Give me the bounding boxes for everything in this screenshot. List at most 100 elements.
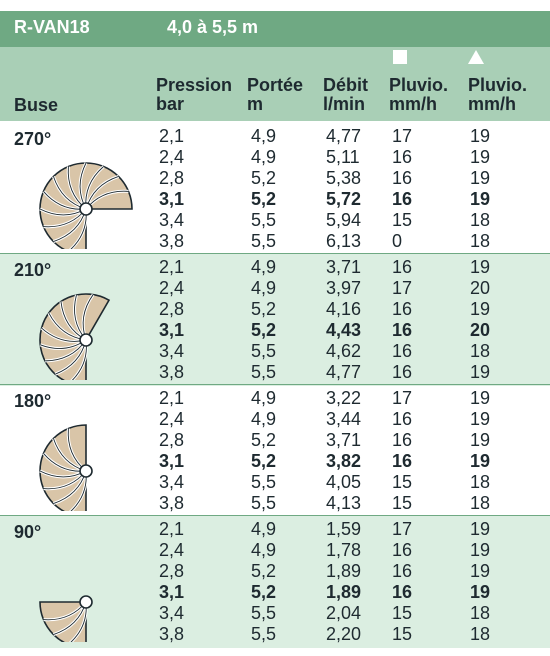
- portee-cell: 5,2: [251, 451, 277, 471]
- pluvio-square-cell: 15: [392, 624, 413, 644]
- header-pression: Pression bar: [156, 76, 232, 114]
- header-pression-label: Pression: [156, 75, 233, 95]
- table-row: 2,8 5,2 4,16 16 19: [0, 299, 550, 320]
- portee-cell: 4,9: [251, 409, 277, 429]
- pluvio-square-cell: 15: [392, 493, 413, 513]
- pluvio-square-cell: 16: [392, 341, 413, 361]
- nozzle-180-icon: [39, 424, 93, 511]
- table-row: 3,4 5,5 5,94 15 18: [0, 210, 550, 231]
- pluvio-square-cell: 16: [392, 299, 413, 319]
- radius-range: 4,0 à 5,5 m: [167, 17, 259, 37]
- table-row: 3,4 5,5 4,05 15 18: [0, 472, 550, 493]
- pluvio-triangle-cell: 18: [470, 603, 491, 623]
- debit-cell: 1,59: [326, 519, 362, 539]
- table-row: 2,1 4,9 3,22 17 19: [0, 388, 550, 409]
- debit-cell: 1,89: [326, 582, 362, 602]
- pluvio-triangle-cell: 18: [470, 624, 491, 644]
- pression-cell: 3,8: [159, 362, 185, 382]
- nozzle-210-icon: [39, 293, 111, 380]
- pluvio-square-cell: 16: [392, 409, 413, 429]
- portee-cell: 4,9: [251, 388, 277, 408]
- pluvio-triangle-cell: 19: [470, 430, 491, 450]
- pluvio-triangle-cell: 19: [470, 540, 491, 560]
- pluvio-square-cell: 16: [392, 362, 413, 382]
- pression-cell: 2,8: [159, 299, 185, 319]
- pression-cell: 3,1: [159, 451, 185, 471]
- section-divider: [0, 384, 550, 385]
- section-210: 210° 2,1 4,9 3,71 16 19 2,4 4,9 3,97 17 20 2,8 5,2 4…: [0, 254, 550, 386]
- table-row: 2,4 4,9 3,44 16 19: [0, 409, 550, 430]
- table-row: 3,8 5,5 6,13 0 18: [0, 231, 550, 252]
- table-row: 3,4 5,5 4,62 16 18: [0, 341, 550, 362]
- header-debit: Débit l/min: [323, 76, 368, 114]
- pluvio-triangle-cell: 19: [470, 362, 491, 382]
- header-pluvio-square-unit: mm/h: [389, 94, 438, 114]
- portee-cell: 5,2: [251, 430, 277, 450]
- table-row: 2,8 5,2 1,89 16 19: [0, 561, 550, 582]
- debit-cell: 4,16: [326, 299, 362, 319]
- pluvio-square-cell: 15: [392, 210, 413, 230]
- header-buse: Buse: [14, 95, 59, 115]
- pluvio-triangle-cell: 19: [470, 409, 491, 429]
- pluvio-triangle-cell: 19: [470, 519, 491, 539]
- section-180: 180° 2,1 4,9 3,22 17 19 2,4 4,9 3,44 16 19 2,8 5,2 3…: [0, 385, 550, 517]
- pluvio-triangle-cell: 20: [470, 278, 491, 298]
- portee-cell: 4,9: [251, 147, 277, 167]
- nozzle-angle: 270°: [14, 129, 52, 149]
- pression-cell: 3,4: [159, 210, 185, 230]
- portee-cell: 5,2: [251, 582, 277, 602]
- pluvio-triangle-cell: 19: [470, 561, 491, 581]
- pression-cell: 2,1: [159, 388, 185, 408]
- pluvio-triangle-cell: 18: [470, 341, 491, 361]
- header-portee-unit: m: [247, 94, 264, 114]
- pluvio-triangle-cell: 19: [470, 582, 491, 602]
- pression-cell: 2,4: [159, 278, 185, 298]
- pression-cell: 2,8: [159, 430, 185, 450]
- pluvio-square-cell: 17: [392, 126, 413, 146]
- table-row: 2,4 4,9 3,97 17 20: [0, 278, 550, 299]
- pression-cell: 3,1: [159, 582, 185, 602]
- pression-cell: 3,4: [159, 341, 185, 361]
- pression-cell: 2,1: [159, 519, 185, 539]
- pluvio-square-cell: 15: [392, 603, 413, 623]
- pluvio-square-cell: 17: [392, 388, 413, 408]
- pluvio-triangle-cell: 19: [470, 299, 491, 319]
- table-row: 3,4 5,5 2,04 15 18: [0, 603, 550, 624]
- pression-cell: 3,1: [159, 320, 185, 340]
- header-debit-unit: l/min: [323, 94, 366, 114]
- debit-cell: 5,11: [326, 147, 360, 167]
- table-row: 2,1 4,9 4,77 17 19: [0, 126, 550, 147]
- debit-cell: 2,04: [326, 603, 362, 623]
- portee-cell: 5,2: [251, 299, 277, 319]
- table-row: 2,4 4,9 1,78 16 19: [0, 540, 550, 561]
- pluvio-triangle-cell: 18: [470, 231, 491, 251]
- debit-cell: 3,44: [326, 409, 362, 429]
- table-row: 2,8 5,2 5,38 16 19: [0, 168, 550, 189]
- portee-cell: 5,5: [251, 493, 277, 513]
- nozzle-angle: 180°: [14, 391, 52, 411]
- header-pression-unit: bar: [156, 94, 185, 114]
- section-divider: [0, 515, 550, 516]
- table-header: Buse Pression bar Portée m Débit l/min P…: [0, 47, 550, 123]
- pluvio-triangle-cell: 19: [470, 147, 491, 167]
- debit-cell: 3,22: [326, 388, 362, 408]
- pluvio-square-cell: 16: [392, 540, 413, 560]
- pluvio-triangle-cell: 19: [470, 257, 491, 277]
- debit-cell: 3,71: [326, 430, 362, 450]
- portee-cell: 5,5: [251, 341, 277, 361]
- debit-cell: 1,89: [326, 561, 362, 581]
- pluvio-square-cell: 16: [392, 582, 413, 602]
- pluvio-square-cell: 15: [392, 472, 413, 492]
- pression-cell: 2,8: [159, 561, 185, 581]
- nozzle-270-icon: [39, 162, 133, 249]
- table-row: 3,1 5,2 3,82 16 19: [0, 451, 550, 472]
- pluvio-triangle-cell: 18: [470, 210, 491, 230]
- table-row: 3,1 5,2 1,89 16 19: [0, 582, 550, 603]
- pluvio-square-cell: 16: [392, 168, 413, 188]
- portee-cell: 5,2: [251, 168, 277, 188]
- pluvio-triangle-cell: 20: [470, 320, 491, 340]
- debit-cell: 3,82: [326, 451, 362, 471]
- debit-cell: 1,78: [326, 540, 362, 560]
- portee-cell: 5,5: [251, 624, 277, 644]
